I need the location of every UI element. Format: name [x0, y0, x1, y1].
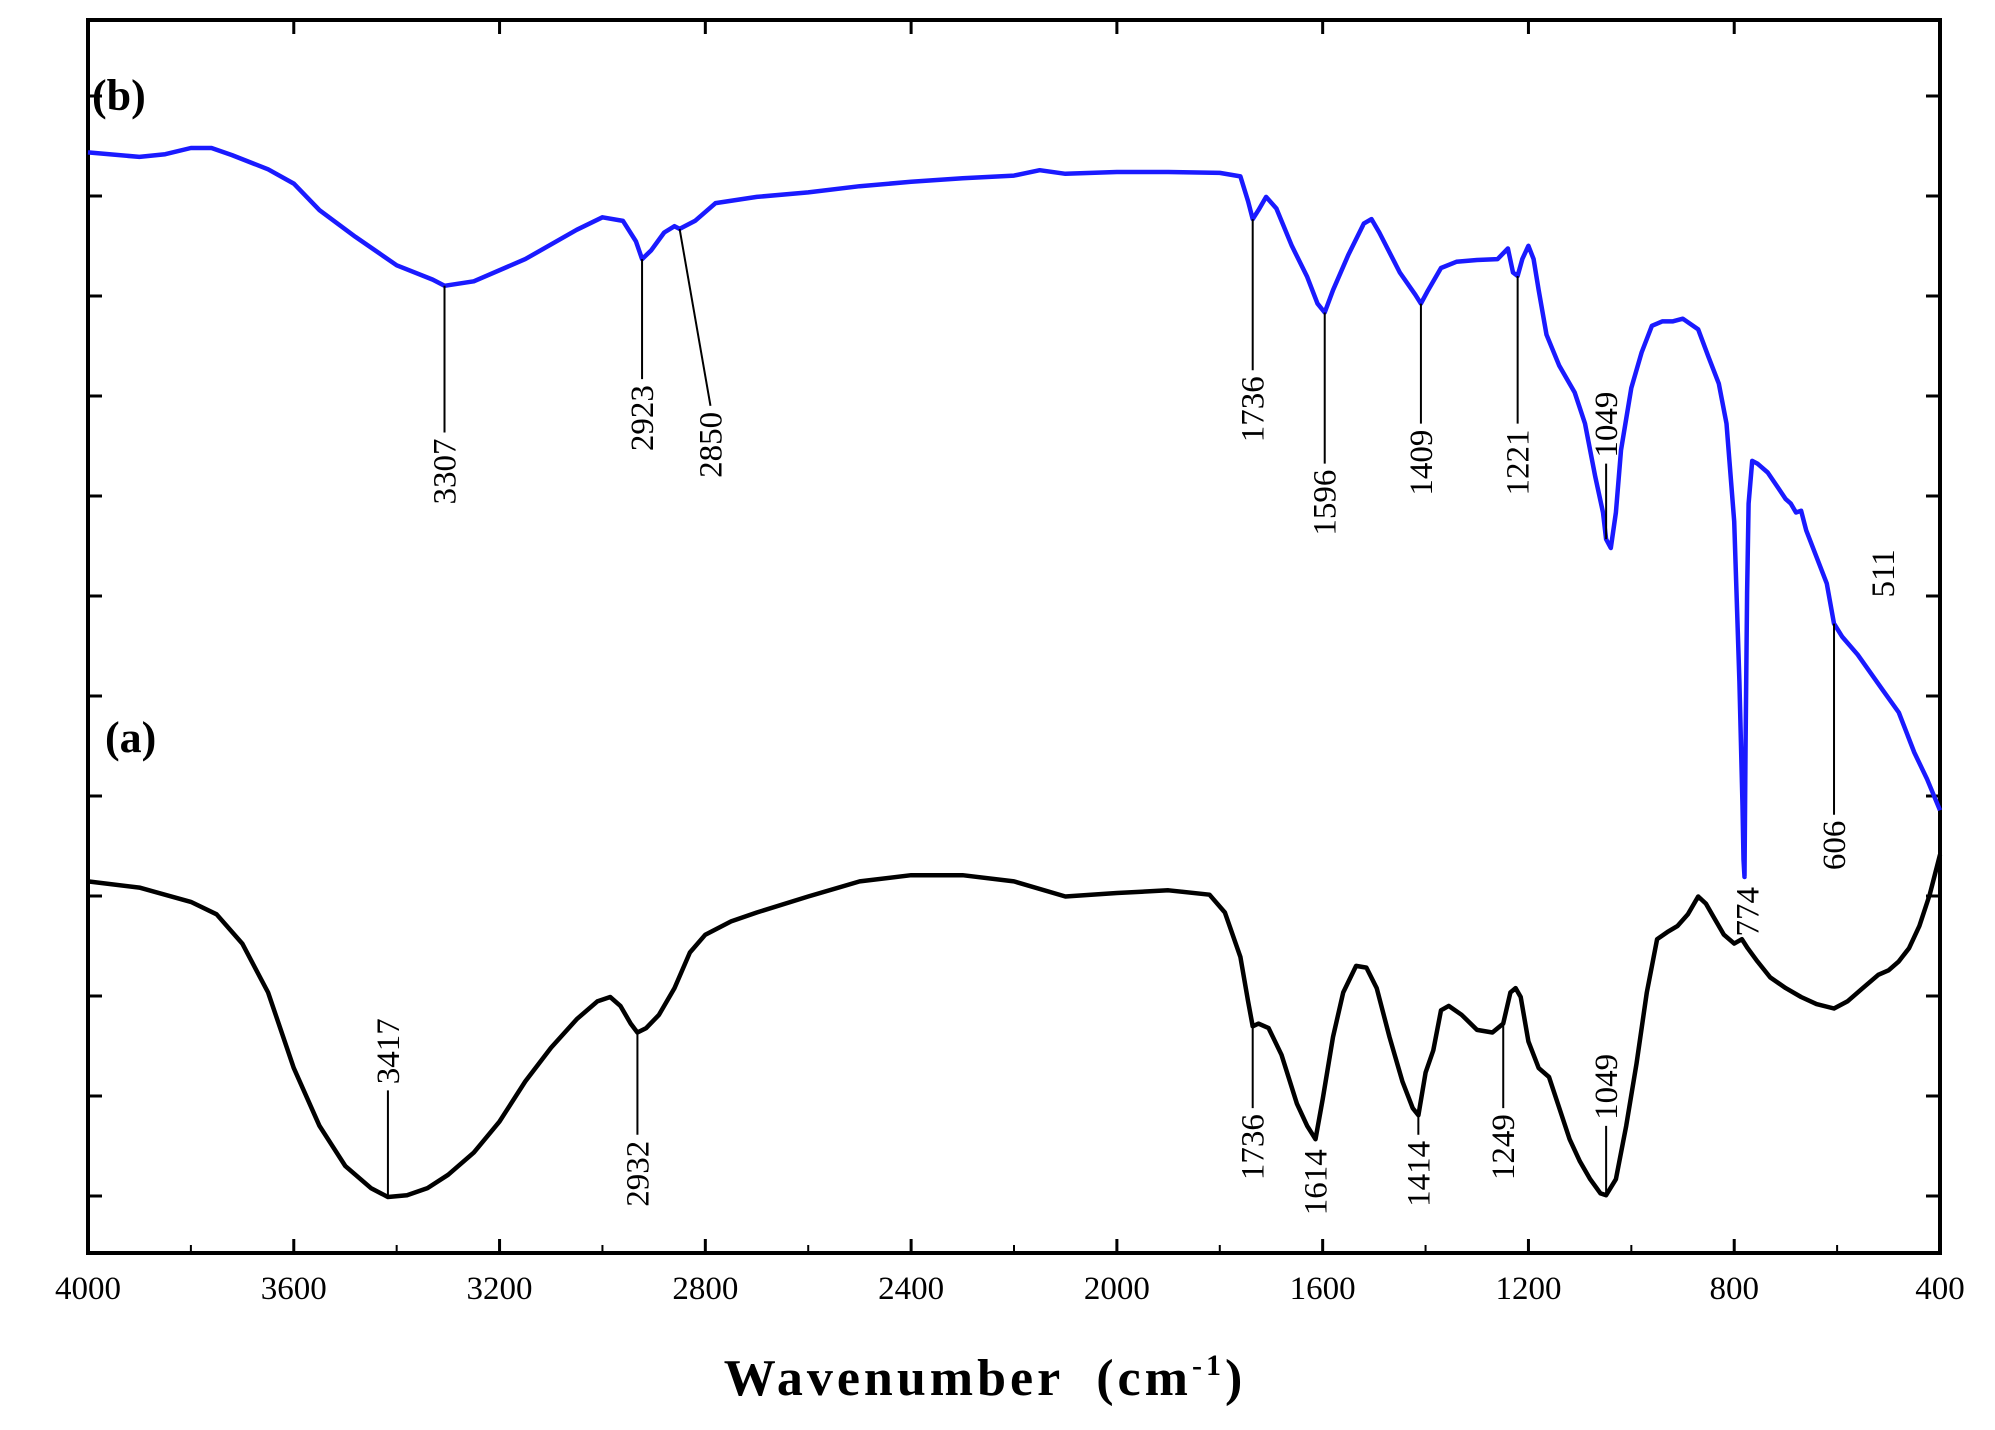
peak-label-1409: 1409 — [1404, 430, 1440, 496]
x-tick-label: 4000 — [55, 1271, 121, 1307]
series-layer — [87, 145, 1943, 1200]
peak-label-2932: 2932 — [620, 1141, 656, 1207]
peak-line — [678, 228, 712, 406]
x-tick-label: 2000 — [1084, 1271, 1150, 1307]
peak-label-1736: 1736 — [1236, 376, 1272, 442]
x-axis-title: Wavenumber (cm-1) — [724, 1349, 1247, 1407]
panel-label-b: (b) — [92, 71, 146, 120]
x-tick-label: 2400 — [878, 1271, 944, 1307]
series-b-line — [87, 145, 1943, 880]
x-axis-ticks: 4000 3600 3200 2800 2400 2000 1600 1200 800 400 — [55, 20, 1965, 1307]
peak-label-1736: 1736 — [1236, 1114, 1272, 1180]
x-tick-label: 2800 — [672, 1271, 738, 1307]
x-axis-title-unit-close: ) — [1225, 1350, 1246, 1407]
x-tick-label: 1600 — [1290, 1271, 1356, 1307]
peak-label-3417: 3417 — [371, 1018, 407, 1084]
peak-label-774: 774 — [1731, 887, 1767, 937]
x-tick-label: 3600 — [261, 1271, 327, 1307]
x-axis-title-main: Wavenumber — [724, 1350, 1064, 1407]
peak-label-1049: 1049 — [1589, 392, 1625, 458]
series-a-line — [87, 854, 1943, 1200]
peak-label-606: 606 — [1817, 821, 1853, 871]
peak-label-1614: 1614 — [1299, 1149, 1335, 1215]
peak-label-3307: 3307 — [427, 438, 463, 504]
peak-annotations: 3307 2923 2850 1736 1596 1409 1221 1049 774 606 51… — [371, 219, 1902, 1215]
peak-label-1221: 1221 — [1501, 430, 1537, 496]
peak-label-1596: 1596 — [1308, 470, 1344, 536]
peak-label-2923: 2923 — [625, 385, 661, 451]
panel-label-a: (a) — [105, 713, 156, 762]
peak-label-2850: 2850 — [694, 412, 730, 478]
plot-frame — [86, 18, 1942, 1255]
x-tick-label: 800 — [1709, 1271, 1759, 1307]
x-axis-title-unit-exponent: -1 — [1192, 1349, 1225, 1382]
x-axis-title-unit: (cm — [1096, 1350, 1192, 1407]
panel-labels: (b) (a) — [92, 71, 156, 762]
y-axis-ticks — [88, 94, 1940, 1198]
peak-label-511: 511 — [1866, 549, 1902, 597]
peak-label-1049: 1049 — [1589, 1054, 1625, 1120]
x-tick-label: 400 — [1915, 1271, 1965, 1307]
peak-label-1249: 1249 — [1486, 1114, 1522, 1180]
x-tick-label: 1200 — [1495, 1271, 1561, 1307]
x-tick-label: 3200 — [467, 1271, 533, 1307]
peak-label-1414: 1414 — [1401, 1141, 1437, 1207]
